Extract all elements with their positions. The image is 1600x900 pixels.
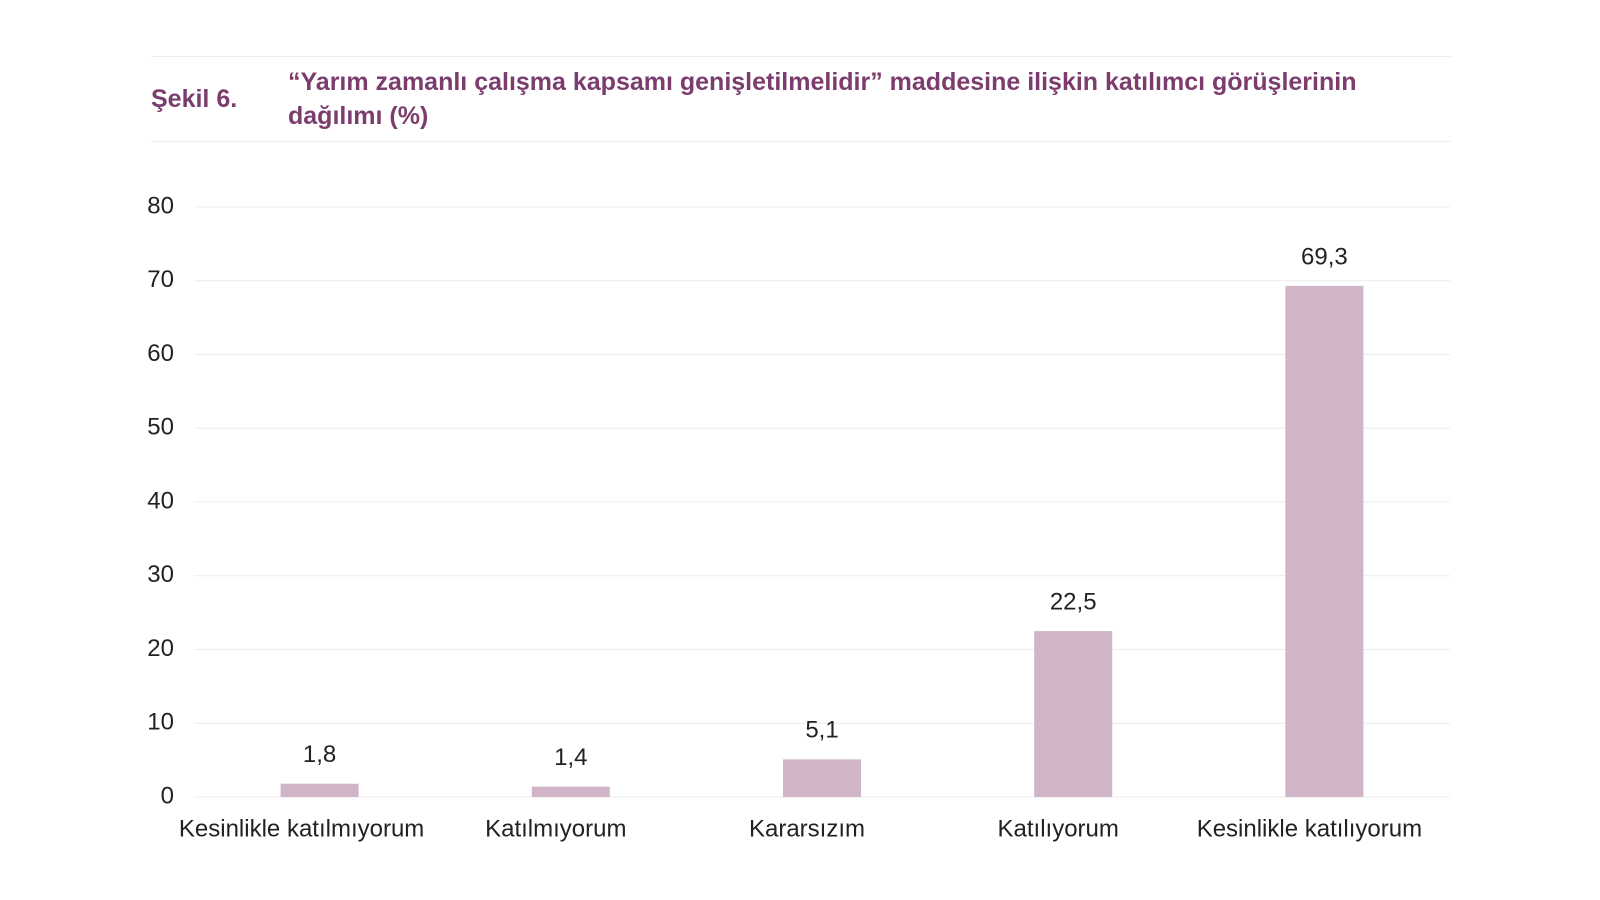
y-tick-label: 0 (161, 782, 174, 809)
y-tick-label: 70 (147, 266, 174, 293)
y-tick-label: 50 (147, 414, 174, 441)
y-tick-label: 40 (147, 487, 174, 514)
value-label: 22,5 (1050, 588, 1097, 615)
value-label: 69,3 (1301, 243, 1348, 270)
x-tick-label: Kesinlikle katılıyorum (1197, 815, 1422, 842)
x-tick-label: Katılmıyorum (485, 815, 626, 842)
x-tick-label: Kesinlikle katılmıyorum (179, 815, 424, 842)
bar (1034, 631, 1113, 797)
bar (783, 759, 861, 797)
value-label: 1,4 (554, 744, 587, 771)
chart-title: “Yarım zamanlı çalışma kapsamı genişleti… (288, 68, 1357, 130)
value-label: 5,1 (805, 717, 838, 744)
bar (280, 783, 359, 797)
value-label: 1,8 (303, 741, 336, 768)
y-tick-label: 10 (147, 709, 174, 736)
bar (1285, 285, 1364, 797)
bar (531, 786, 610, 797)
x-tick-label: Katılıyorum (998, 815, 1119, 842)
header: Şekil 6. “Yarım zamanlı çalışma kapsamı … (151, 56, 1451, 142)
y-tick-label: 20 (147, 635, 174, 662)
x-tick-label: Kararsızım (749, 815, 865, 842)
y-tick-label: 80 (147, 192, 174, 219)
figure-label: Şekil 6. (151, 84, 238, 113)
y-tick-label: 30 (147, 561, 174, 588)
y-tick-label: 60 (147, 340, 174, 367)
